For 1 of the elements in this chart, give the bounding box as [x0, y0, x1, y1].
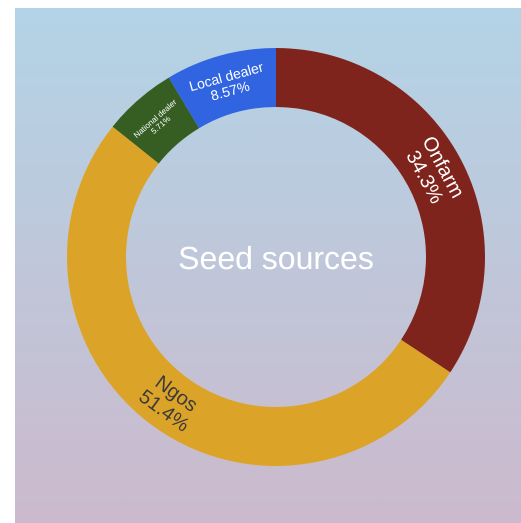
text: Seed sources: [178, 240, 374, 276]
